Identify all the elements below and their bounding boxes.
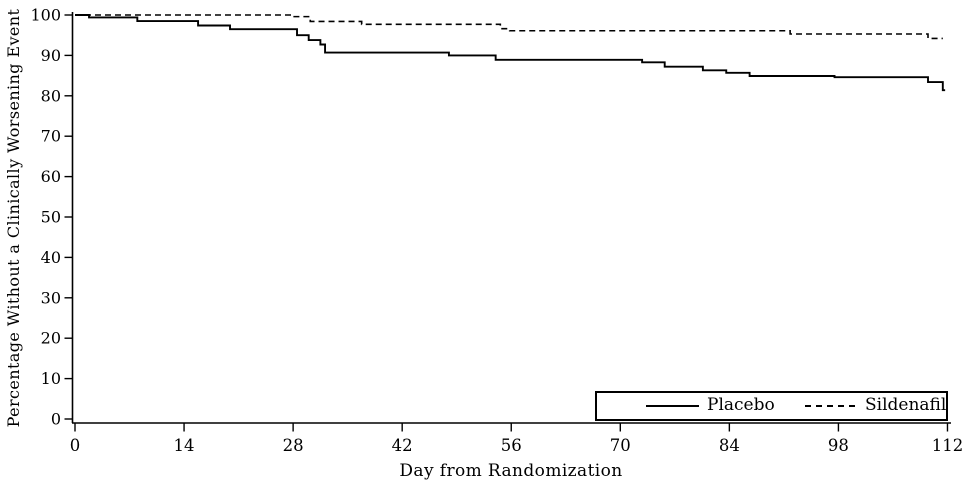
x-tick-label: 28 — [283, 436, 304, 455]
y-tick-label: 90 — [41, 46, 61, 65]
y-axis-title: Percentage Without a Clinically Worsenin… — [4, 8, 23, 428]
x-tick-label: 84 — [719, 436, 740, 455]
y-tick-label: 80 — [41, 86, 61, 105]
x-tick-label: 98 — [828, 436, 849, 455]
sildenafil-curve — [75, 14, 943, 40]
legend-solid-line-sample — [646, 405, 699, 407]
x-tick-label: 56 — [501, 436, 522, 455]
y-tick-label: 0 — [51, 410, 61, 429]
y-tick-label: 50 — [41, 208, 61, 227]
y-tick-label: 40 — [41, 248, 61, 267]
y-tick-label: 70 — [41, 127, 61, 146]
x-tick-label: 0 — [70, 436, 81, 455]
x-tick-label: 112 — [932, 436, 962, 455]
y-tick-label: 30 — [41, 288, 61, 307]
y-tick-label: 60 — [41, 167, 61, 186]
x-tick-label: 70 — [610, 436, 631, 455]
placebo-curve — [75, 14, 946, 92]
legend-dashed-line-sample — [805, 405, 855, 407]
y-tick-label: 10 — [41, 369, 61, 388]
x-tick-label: 42 — [392, 436, 413, 455]
x-tick-label: 14 — [174, 436, 195, 455]
y-tick-label: 20 — [41, 329, 61, 348]
legend-box: Placebo Sildenafil — [595, 391, 948, 421]
y-tick-label: 100 — [30, 6, 61, 25]
legend-label-placebo: Placebo — [707, 395, 775, 415]
x-axis-title: Day from Randomization — [399, 461, 623, 481]
legend-label-sildenafil: Sildenafil — [865, 395, 947, 415]
